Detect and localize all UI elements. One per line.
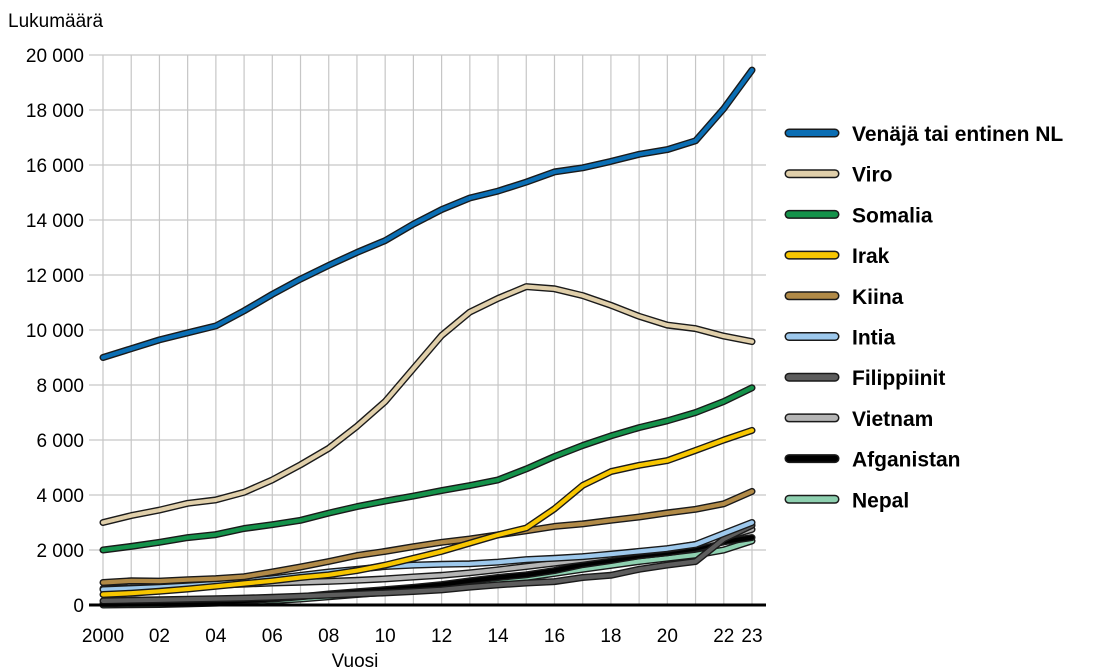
series-line-outline	[99, 384, 756, 554]
x-axis-title: Vuosi	[332, 651, 379, 671]
x-tick-label: 20	[657, 626, 678, 647]
y-tick-label: 14 000	[26, 211, 84, 232]
legend-item: Venäjä tai entinen NL	[784, 123, 1063, 146]
y-tick-label: 6 000	[36, 431, 84, 452]
series-line-core	[100, 428, 755, 597]
legend-label: Viro	[852, 164, 892, 187]
axes: Lukumäärä Vuosi 0 2 000 4 000 6 000 8 000 10 …	[8, 11, 766, 671]
x-tick-label: 02	[149, 626, 170, 647]
legend-label: Irak	[852, 245, 890, 268]
series-lines	[99, 66, 756, 609]
series-line	[99, 426, 756, 598]
x-tick-label: 08	[318, 626, 339, 647]
series-line-core	[100, 67, 755, 360]
x-tick-label: 18	[600, 626, 621, 647]
series-line	[99, 534, 756, 608]
legend-label: Vietnam	[852, 408, 933, 431]
x-tick-label: 23	[741, 626, 762, 647]
x-tick-label: 06	[262, 626, 283, 647]
legend: Venäjä tai entinen NL Viro Somalia Irak Kiin…	[784, 123, 1063, 512]
x-tick-label: 10	[375, 626, 396, 647]
x-tick-label: 16	[544, 626, 565, 647]
series-line-outline	[99, 66, 756, 361]
legend-label: Nepal	[852, 489, 909, 512]
series-line-core	[100, 385, 755, 553]
y-tick-label: 8 000	[36, 376, 84, 397]
y-tick-label: 4 000	[36, 486, 84, 507]
series-line-core	[100, 284, 755, 525]
legend-item: Viro	[784, 164, 892, 187]
legend-item: Intia	[784, 327, 895, 350]
y-tick-label: 0	[73, 596, 84, 617]
legend-label: Venäjä tai entinen NL	[852, 123, 1063, 146]
series-line-core	[100, 523, 755, 604]
x-tick-label: 14	[487, 626, 509, 647]
series-line	[99, 384, 756, 554]
x-tick-label: 12	[431, 626, 452, 647]
y-axis-title: Lukumäärä	[8, 11, 103, 32]
legend-label: Afganistan	[852, 449, 961, 472]
series-line	[99, 66, 756, 361]
series-line-core	[100, 535, 755, 606]
y-tick-label: 10 000	[26, 321, 84, 342]
legend-item: Nepal	[784, 489, 909, 512]
y-tick-label: 2 000	[36, 541, 84, 562]
series-line-core	[100, 489, 755, 585]
legend-item: Filippiinit	[784, 367, 945, 390]
series-line	[99, 283, 756, 526]
y-tick-label: 20 000	[26, 46, 84, 67]
legend-item: Kiina	[784, 286, 904, 309]
legend-item: Afganistan	[784, 449, 961, 472]
y-tick-label: 12 000	[26, 266, 84, 287]
series-line	[99, 487, 756, 586]
x-tick-label: 22	[713, 626, 734, 647]
x-tick-label: 2000	[82, 626, 124, 647]
legend-item: Irak	[784, 245, 890, 268]
legend-label: Somalia	[852, 204, 933, 227]
legend-item: Somalia	[784, 204, 933, 227]
legend-label: Intia	[852, 327, 895, 350]
legend-label: Filippiinit	[852, 367, 945, 390]
legend-item: Vietnam	[784, 408, 933, 431]
y-tick-label: 18 000	[26, 101, 84, 122]
x-tick-label: 04	[205, 626, 227, 647]
y-tick-label: 16 000	[26, 156, 84, 177]
series-line	[99, 521, 756, 605]
legend-label: Kiina	[852, 286, 904, 309]
